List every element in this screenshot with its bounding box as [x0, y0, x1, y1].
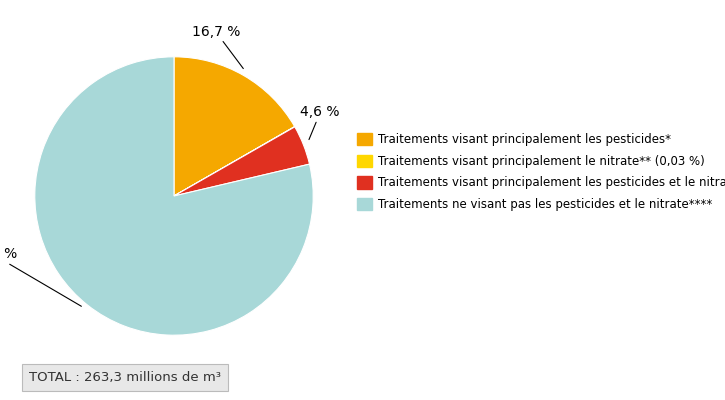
Text: 16,7 %: 16,7 %: [191, 25, 244, 68]
Text: 78,7 %: 78,7 %: [0, 248, 81, 306]
Text: TOTAL : 263,3 millions de m³: TOTAL : 263,3 millions de m³: [29, 371, 221, 384]
Wedge shape: [174, 127, 295, 196]
Legend: Traitements visant principalement les pesticides*, Traitements visant principale: Traitements visant principalement les pe…: [354, 129, 725, 215]
Wedge shape: [174, 127, 310, 196]
Wedge shape: [174, 57, 294, 196]
Wedge shape: [35, 57, 313, 335]
Text: 4,6 %: 4,6 %: [300, 106, 340, 140]
